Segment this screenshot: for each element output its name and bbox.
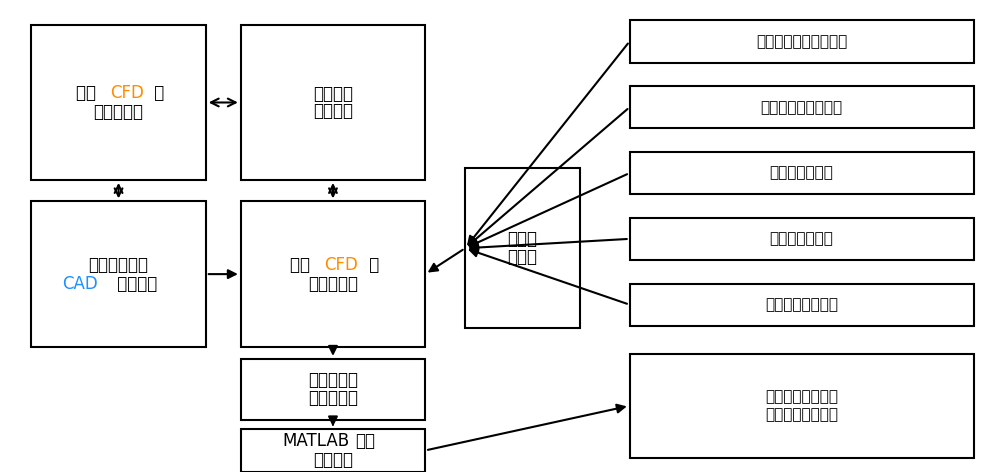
Text: 真计算单元: 真计算单元 — [308, 274, 358, 292]
Text: 换热器换参数数据: 换热器换参数数据 — [765, 297, 838, 312]
Text: 水泵或风扇参数数据: 水泵或风扇参数数据 — [761, 100, 843, 114]
Bar — [630, 218, 974, 260]
Text: 程序: 程序 — [355, 432, 375, 450]
Text: CAD: CAD — [62, 274, 98, 292]
Text: 数据转: 数据转 — [507, 230, 537, 248]
Bar — [31, 201, 206, 347]
Text: 仿: 仿 — [149, 84, 164, 102]
Text: 仿真结果数: 仿真结果数 — [308, 371, 358, 389]
Text: 处理单元: 处理单元 — [313, 103, 353, 121]
Text: 加热器参数数据: 加热器参数数据 — [770, 166, 834, 181]
Bar — [241, 429, 425, 472]
Text: 数据单元: 数据单元 — [112, 274, 157, 292]
Text: 加热系统执行单元: 加热系统执行单元 — [765, 389, 838, 404]
Bar — [465, 168, 580, 328]
Text: 控制单元: 控制单元 — [313, 451, 353, 469]
Text: 真计算单元: 真计算单元 — [94, 103, 144, 121]
Bar — [630, 20, 974, 62]
Text: 散热系统执行单元: 散热系统执行单元 — [765, 407, 838, 422]
Bar — [241, 359, 425, 420]
Text: 换单元: 换单元 — [507, 248, 537, 266]
Text: 结果数据: 结果数据 — [313, 85, 353, 103]
Text: 据转化单元: 据转化单元 — [308, 389, 358, 407]
Text: MATLAB: MATLAB — [283, 432, 350, 450]
Text: CFD: CFD — [324, 256, 358, 274]
Text: CFD: CFD — [110, 84, 144, 102]
Bar — [630, 86, 974, 128]
Text: 一维: 一维 — [290, 256, 316, 274]
Text: 仿: 仿 — [364, 256, 379, 274]
Bar — [31, 25, 206, 180]
Text: 制冷器参数数据: 制冷器参数数据 — [770, 231, 834, 246]
Text: 三维: 三维 — [76, 84, 101, 102]
Text: 动力电池系统: 动力电池系统 — [89, 256, 149, 274]
Text: 动力电池系统参数数据: 动力电池系统参数数据 — [756, 34, 847, 49]
Bar — [241, 25, 425, 180]
Bar — [241, 201, 425, 347]
Bar — [630, 152, 974, 194]
Bar — [630, 283, 974, 326]
Bar — [630, 354, 974, 457]
